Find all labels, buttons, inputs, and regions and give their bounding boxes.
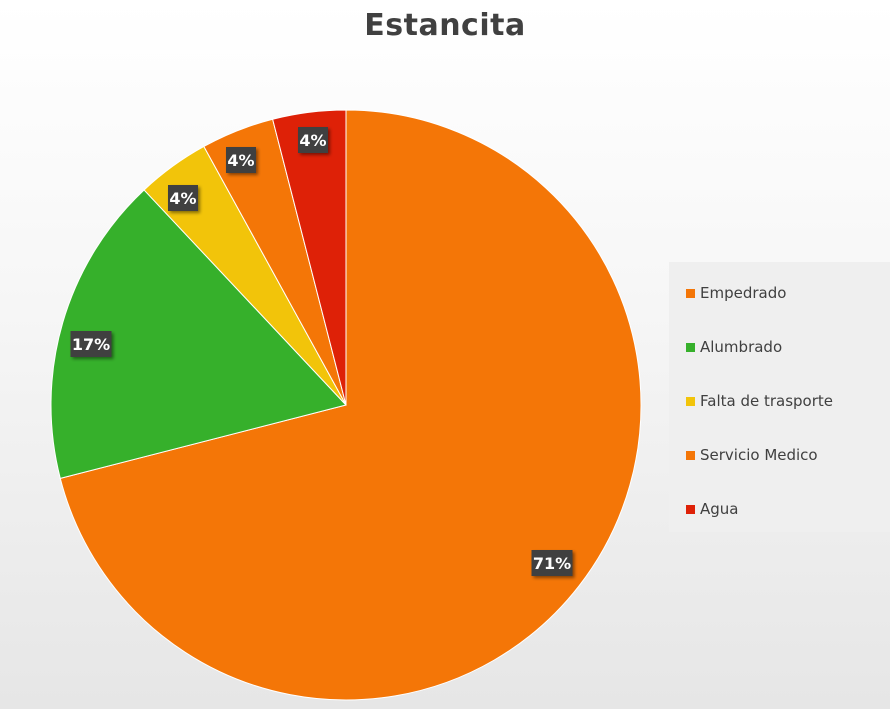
data-label-box <box>168 185 198 211</box>
legend-swatch-alumbrado <box>686 342 695 352</box>
chart-title: Estancita <box>364 8 526 43</box>
legend-item-alumbrado: Alumbrado <box>686 338 782 356</box>
legend-label-falta-de-trasporte: Falta de trasporte <box>700 392 834 410</box>
legend: Empedrado Alumbrado Falta de trasporte S… <box>669 262 890 532</box>
legend-label-servicio-medico: Servicio Medico <box>700 446 818 464</box>
data-label-text: 17% <box>72 335 110 354</box>
data-label-box <box>70 331 112 357</box>
legend-item-empedrado: Empedrado <box>686 284 786 302</box>
legend-swatch-falta-de-trasporte <box>686 396 695 406</box>
data-label-text: 4% <box>227 151 254 170</box>
legend-label-agua: Agua <box>700 500 739 518</box>
data-label-alumbrado: 17% <box>70 331 112 357</box>
pie-slice-alumbrado <box>50 189 347 479</box>
data-label-box <box>531 550 573 576</box>
legend-item-falta-de-trasporte: Falta de trasporte <box>686 392 833 410</box>
pie-slice-empedrado <box>59 109 642 701</box>
data-label-empedrado: 71% <box>531 550 573 576</box>
data-label-box <box>298 127 328 153</box>
legend-item-agua: Agua <box>686 500 738 518</box>
data-label-text: 71% <box>533 554 571 573</box>
legend-swatch-servicio-medico <box>686 450 695 460</box>
legend-swatch-agua <box>686 504 695 514</box>
legend-label-empedrado: Empedrado <box>700 284 787 302</box>
data-label-agua: 4% <box>298 127 328 153</box>
data-label-servicio-medico: 4% <box>226 147 256 173</box>
legend-item-servicio-medico: Servicio Medico <box>686 446 818 464</box>
data-label-text: 4% <box>169 189 196 208</box>
data-label-box <box>226 147 256 173</box>
legend-label-alumbrado: Alumbrado <box>700 338 783 356</box>
data-label-falta-de-trasporte: 4% <box>168 185 198 211</box>
legend-swatch-empedrado <box>686 288 695 298</box>
data-label-text: 4% <box>299 131 326 150</box>
pie-slice-agua <box>272 109 347 406</box>
